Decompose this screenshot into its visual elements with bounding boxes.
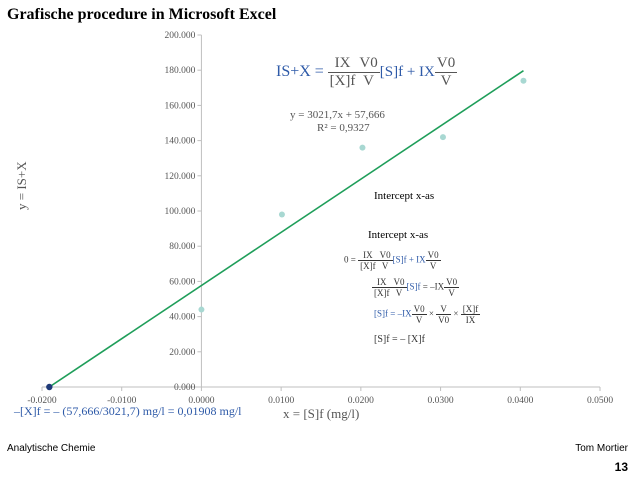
chart-ticks: -0.0200 -0.0100 0.0000 0.0100 0.0200 0.0300 0.… [27, 31, 613, 406]
derivation-step-4: [S]f = – [X]f [374, 334, 425, 345]
footer-author: Tom Mortier [575, 443, 628, 454]
chart-points [46, 77, 527, 391]
y-axis-label: y = IS+X [14, 161, 29, 210]
y-tick-label: 160.000 [165, 101, 196, 111]
intercept-label-2: Intercept x-as [368, 229, 429, 241]
x-tick-label: 0.0100 [268, 396, 294, 406]
trendline-equation: y = 3021,7x + 57,666 R² = 0,9327 [290, 109, 385, 135]
x-axis-label: x = [S]f (mg/l) [283, 406, 360, 421]
formula-frac-ix-xf: IX [X]f [327, 55, 358, 89]
x-intercept-point [46, 383, 53, 391]
trend-eq-text: y = 3021,7x + 57,666 [290, 109, 385, 121]
x-tick-label: 0.0300 [428, 396, 454, 406]
x-tick-label: -0.0200 [27, 396, 57, 406]
derivation-step-1: 0 = IX [X]f V0 V [S]f + IX V0 V [344, 250, 441, 271]
y-tick-label: 40.000 [169, 313, 195, 323]
derivation-step-3: [S]f = –IX V0 V × V V0 × [X]f IX [374, 304, 481, 325]
x-intercept-text: –[X]f = – (57,666/3021,7) mg/l = 0,01908… [14, 404, 242, 418]
y-tick-label: 60.000 [169, 277, 195, 287]
y-tick-label: 120.000 [165, 172, 196, 182]
y-tick-label: 0.000 [174, 383, 196, 393]
y-tick-label: 100.000 [165, 207, 196, 217]
footer-course: Analytische Chemie [7, 443, 96, 454]
data-point [439, 134, 446, 141]
x-tick-label: 0.0400 [507, 396, 533, 406]
data-point [278, 211, 285, 218]
y-tick-label: 180.000 [165, 66, 196, 76]
chart-trendline-group [48, 69, 524, 388]
x-tick-label: 0.0500 [587, 396, 613, 406]
x-tick-label: 0.0200 [348, 396, 374, 406]
r-squared-text: R² = 0,9327 [317, 122, 370, 134]
standard-addition-formula: IS+X = IX [X]f V0 V [S]f + IX V0 V [276, 55, 458, 90]
y-tick-label: 140.000 [165, 137, 196, 147]
derivation-step-2: IX [X]f V0 V [S]f = –IX V0 V [372, 277, 460, 298]
formula-frac-v0-v-2: V0 V [434, 55, 458, 89]
y-tick-label: 20.000 [169, 348, 195, 358]
y-tick-label: 80.000 [169, 242, 195, 252]
data-point [359, 144, 366, 151]
x-tick-label: 0.0000 [188, 396, 214, 406]
formula-sf-plus: [S]f + IX [379, 63, 435, 80]
trendline [48, 69, 524, 388]
page-number: 13 [614, 460, 628, 474]
data-point [520, 77, 527, 84]
formula-frac-v0-v: V0 V [357, 55, 380, 89]
formula-lhs: IS+X = [276, 62, 324, 80]
y-tick-label: 200.000 [165, 31, 196, 41]
data-point [198, 306, 205, 313]
x-tick-label: -0.0100 [107, 396, 137, 406]
slide-title: Grafische procedure in Microsoft Excel [7, 6, 277, 23]
intercept-label-1: Intercept x-as [374, 190, 435, 202]
